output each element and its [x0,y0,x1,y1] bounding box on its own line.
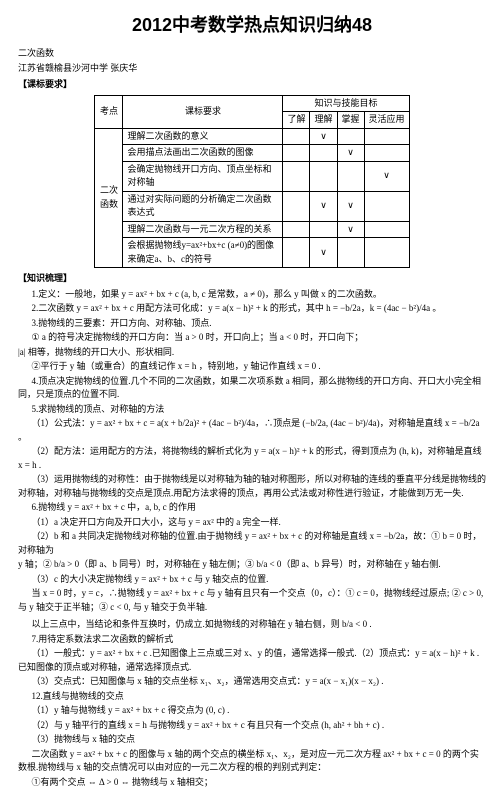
cell: 理解二次函数与一元二次方程的关系 [123,221,283,238]
cell [364,191,409,221]
cell [337,128,364,145]
para-6: 6.抛物线 y = ax² + bx + c 中，a, b, c 的作用 [18,501,486,515]
cell: 通过对实际问题的分析确定二次函数表达式 [123,191,283,221]
para-5b: （2）配方法：运用配方的方法，将抛物线的解析式化为 y = a(x − h)² … [18,445,486,472]
para-5a: （1）公式法：y = ax² + bx + c = a(x + b/2a)² +… [18,417,486,444]
para-12: 12.直线与抛物线的交点 [18,690,486,704]
para-7: 7.用待定系数法求二次函数的解析式 [18,633,486,647]
para-3a: ① a 的符号决定抛物线的开口方向：当 a > 0 时，开口向上；当 a < 0… [18,331,486,345]
table-row: 理解二次函数与一元二次方程的关系 ∨ [95,221,409,238]
page-title: 2012中考数学热点知识归纳48 [18,12,486,39]
para-12d: 二次函数 y = ax² + bx + c 的图像与 x 轴的两个交点的横坐标 … [18,748,486,775]
table-row: 会根据抛物线y=ax²+bx+c (a≠0)的图像来确定a、b、c的符号 ∨ [95,238,409,268]
cell: ∨ [337,191,364,221]
cell: ∨ [310,238,337,268]
th-topic: 考点 [95,95,123,128]
para-7b: （3）交点式：已知图像与 x 轴的交点坐标 x₁、x₂，通常选用交点式：y = … [18,675,486,689]
para-12e: ①有两个交点 ⇔ Δ > 0 ⇔ 抛物线与 x 轴相交； [18,776,486,790]
th-req: 课标要求 [123,95,283,128]
para-3b: |a| 相等，抛物线的开口大小、形状相同. [18,346,486,360]
cell [310,161,337,191]
cell [283,221,310,238]
topic-line: 二次函数 [18,47,486,61]
para-12c: （3）抛物线与 x 轴的交点 [18,733,486,747]
th-goal-c: 掌握 [337,112,364,129]
cell [364,128,409,145]
table-row: 二次函数 理解二次函数的意义 ∨ [95,128,409,145]
table-row: 会用描点法画出二次函数的图像 ∨ [95,145,409,162]
para-3: 3.抛物线的三要素：开口方向、对称轴、顶点. [18,317,486,331]
para-6b2: y 轴；② b/a > 0（即 a、b 同号）时，对称轴在 y 轴左侧；③ b/… [18,558,486,572]
cell: 会根据抛物线y=ax²+bx+c (a≠0)的图像来确定a、b、c的符号 [123,238,283,268]
cell [364,238,409,268]
cell: 会确定抛物线开口方向、顶点坐标和对称轴 [123,161,283,191]
cell [310,145,337,162]
cell: ∨ [364,161,409,191]
th-goal-d: 灵活应用 [364,112,409,129]
para-5: 5.求抛物线的顶点、对称轴的方法 [18,403,486,417]
requirements-table: 考点 课标要求 知识与技能目标 了解 理解 掌握 灵活应用 二次函数 理解二次函… [94,95,409,269]
th-goals: 知识与技能目标 [283,95,409,112]
para-7a: （1）一般式：y = ax² + bx + c .已知图像上三点或三对 x、y … [18,647,486,674]
cell [283,238,310,268]
cell [283,191,310,221]
para-2: 2.二次函数 y = ax² + bx + c 用配方法可化成：y = a(x … [18,302,486,316]
cell: 会用描点法画出二次函数的图像 [123,145,283,162]
para-1: 1.定义：一般地，如果 y = ax² + bx + c (a, b, c 是常… [18,288,486,302]
section-summary: 【知识梳理】 [18,272,486,286]
para-12b: （2）与 y 轴平行的直线 x = h 与抛物线 y = ax² + bx + … [18,719,486,733]
para-6b: （2）b 和 a 共同决定抛物线对称轴的位置.由于抛物线 y = ax² + b… [18,530,486,557]
th-goal-b: 理解 [310,112,337,129]
cell: ∨ [337,145,364,162]
cell [283,128,310,145]
para-6c: （3）c 的大小决定抛物线 y = ax² + bx + c 与 y 轴交点的位… [18,573,486,587]
cell [364,145,409,162]
para-12a: （1）y 轴与抛物线 y = ax² + bx + c 得交点为 (0, c) … [18,704,486,718]
cell [337,238,364,268]
th-goal-a: 了解 [283,112,310,129]
para-3c: ②平行于 y 轴（或重合）的直线记作 x = h ，特别地，y 轴记作直线 x … [18,360,486,374]
cell [310,221,337,238]
cell [283,145,310,162]
para-4: 4.顶点决定抛物线的位置.几个不同的二次函数，如果二次项系数 a 相同，那么抛物… [18,375,486,402]
para-6c2: 当 x = 0 时，y = c，∴抛物线 y = ax² + bx + c 与 … [18,587,486,614]
cell: ∨ [310,128,337,145]
cell [283,161,310,191]
cell [337,161,364,191]
para-6d: 以上三点中，当结论和条件互换时，仍成立.如抛物线的对称轴在 y 轴右侧，则 b/… [18,618,486,632]
para-2-text: 2.二次函数 y = ax² + bx + c 用配方法可化成：y = a(x … [32,303,324,313]
para-6a: （1）a 决定开口方向及开口大小，这与 y = ax² 中的 a 完全一样. [18,516,486,530]
para-2-frac: h = −b/2a，k = (4ac − b²)/4a 。 [324,303,441,313]
rowhead: 二次函数 [95,128,123,268]
author-line: 江苏省赣榆县沙河中学 张庆华 [18,62,486,76]
section-requirements: 【课标要求】 [18,78,486,92]
cell: ∨ [337,221,364,238]
cell [364,221,409,238]
para-5c: （3）运用抛物线的对称性：由于抛物线是以对称轴为轴的轴对称图形，所以对称轴的连线… [18,473,486,500]
cell: ∨ [310,191,337,221]
table-row: 会确定抛物线开口方向、顶点坐标和对称轴 ∨ [95,161,409,191]
cell: 理解二次函数的意义 [123,128,283,145]
table-row: 通过对实际问题的分析确定二次函数表达式 ∨ ∨ [95,191,409,221]
